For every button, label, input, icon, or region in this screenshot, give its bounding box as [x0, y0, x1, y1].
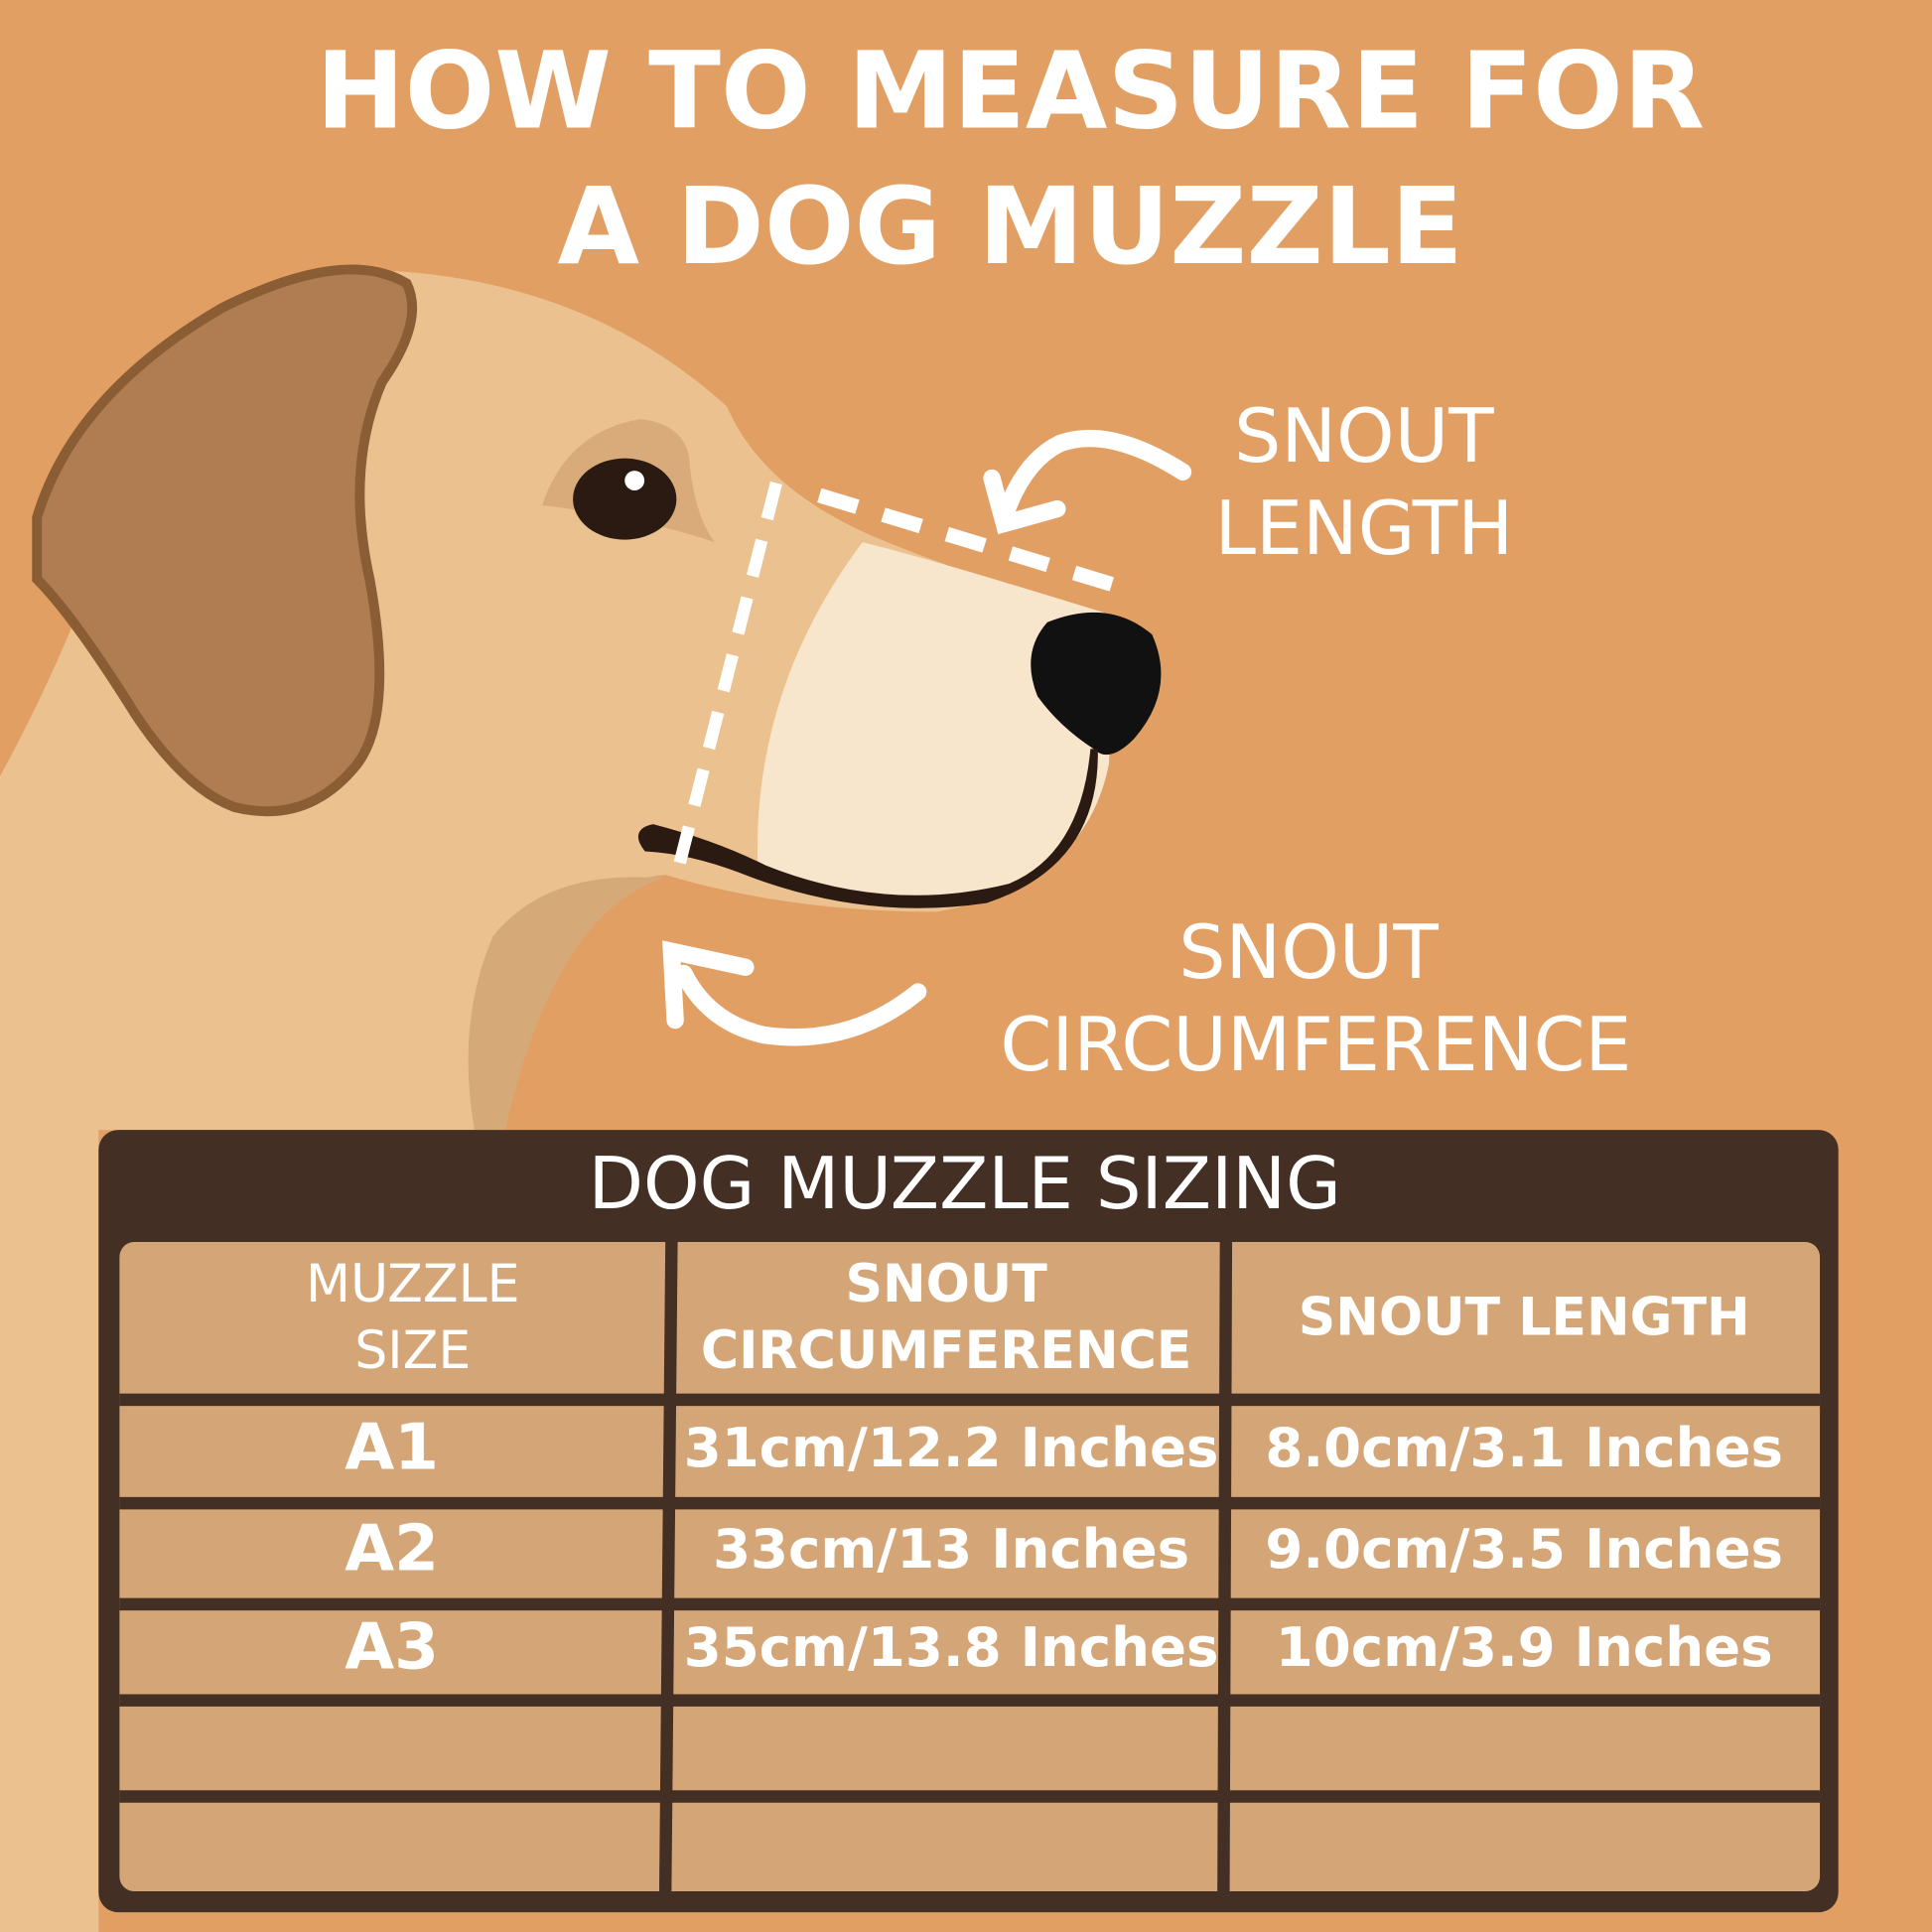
title-line: A DOG MUZZLE	[558, 166, 1463, 289]
snout-circumference-label: SNOUT	[1178, 909, 1439, 996]
table-cell: 35cm/13.8 Inches	[684, 1615, 1219, 1679]
table-cell: 9.0cm/3.5 Inches	[1265, 1517, 1783, 1581]
header-cell: CIRCUMFERENCE	[701, 1321, 1192, 1381]
table-cell: 8.0cm/3.1 Inches	[1265, 1416, 1783, 1479]
sizing-table: DOG MUZZLE SIZING	[98, 1130, 1839, 1913]
snout-circumference-label: CIRCUMFERENCE	[1000, 1002, 1631, 1088]
header-cell: MUZZLE	[306, 1255, 520, 1314]
table-lines	[119, 1241, 1821, 1892]
dog-illustration	[0, 264, 1192, 1932]
snout-length-label: SNOUT	[1234, 393, 1494, 480]
table-cell: 33cm/13 Inches	[713, 1517, 1189, 1581]
table-cell: A2	[345, 1511, 439, 1586]
table-title: DOG MUZZLE SIZING	[589, 1142, 1341, 1225]
table-cell: A1	[345, 1411, 439, 1485]
table-cell: 10cm/3.9 Inches	[1276, 1615, 1773, 1679]
table-cell: 31cm/12.2 Inches	[684, 1416, 1219, 1479]
snout-length-label: LENGTH	[1214, 485, 1513, 572]
header-cell: SNOUT LENGTH	[1299, 1288, 1750, 1347]
table-cell: A3	[345, 1610, 439, 1685]
header-cell: SIZE	[354, 1321, 471, 1381]
title-line: HOW TO MEASURE FOR	[316, 31, 1705, 154]
header-cell: SNOUT	[845, 1255, 1047, 1314]
